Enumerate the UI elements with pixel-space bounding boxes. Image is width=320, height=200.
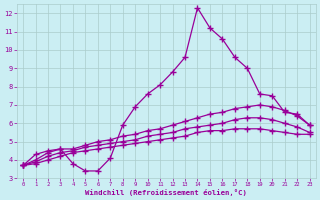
- X-axis label: Windchill (Refroidissement éolien,°C): Windchill (Refroidissement éolien,°C): [85, 189, 247, 196]
